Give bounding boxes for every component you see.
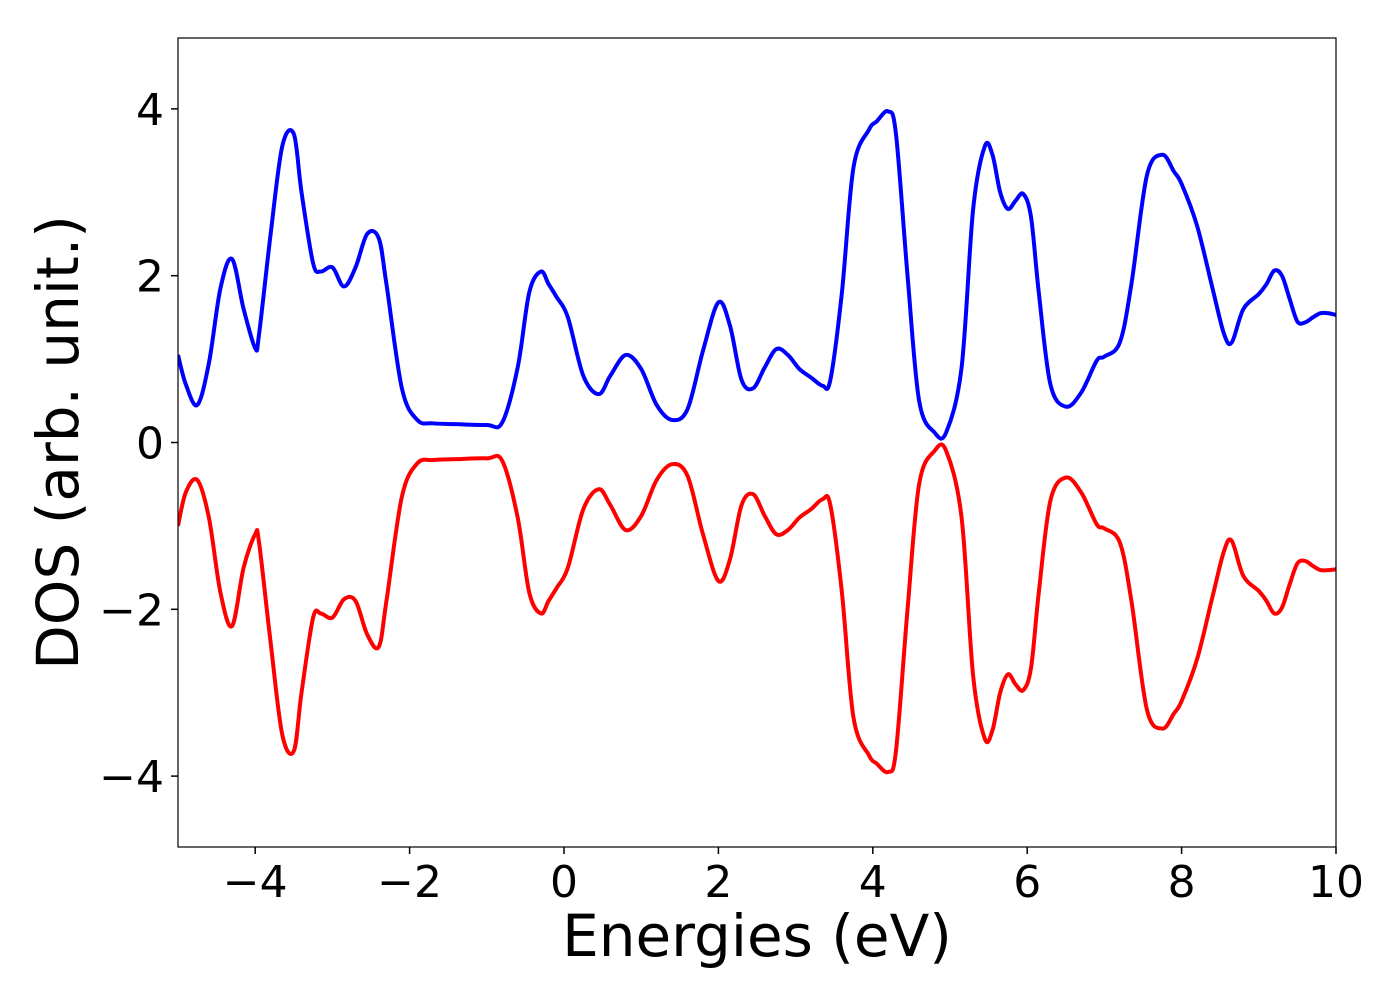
y-tick-label: 0 <box>136 419 164 470</box>
x-tick-label: 2 <box>704 857 732 908</box>
ticks-layer: −4 −2 0 2 4 6 8 10 −4 −2 0 2 4 <box>99 85 1364 908</box>
series-line-spin-up <box>178 109 1336 441</box>
y-tick-label: 2 <box>136 252 164 303</box>
x-tick-label: −2 <box>377 857 442 908</box>
series-line-spin-down <box>178 442 1336 775</box>
x-tick-label: 10 <box>1308 857 1364 908</box>
y-tick-label: −4 <box>99 752 164 803</box>
x-tick-label: 4 <box>859 857 887 908</box>
y-tick-label: 4 <box>136 85 164 136</box>
x-tick-label: 8 <box>1168 857 1196 908</box>
x-axis-label: Energies (eV) <box>562 902 952 970</box>
x-tick-label: −4 <box>223 857 288 908</box>
plot-frame <box>177 37 1337 848</box>
x-tick-label: 6 <box>1013 857 1041 908</box>
series-layer <box>178 109 1336 775</box>
y-axis-label: DOS (arb. unit.) <box>24 215 92 670</box>
y-tick-label: −2 <box>99 585 164 636</box>
x-tick-label: 0 <box>550 857 578 908</box>
